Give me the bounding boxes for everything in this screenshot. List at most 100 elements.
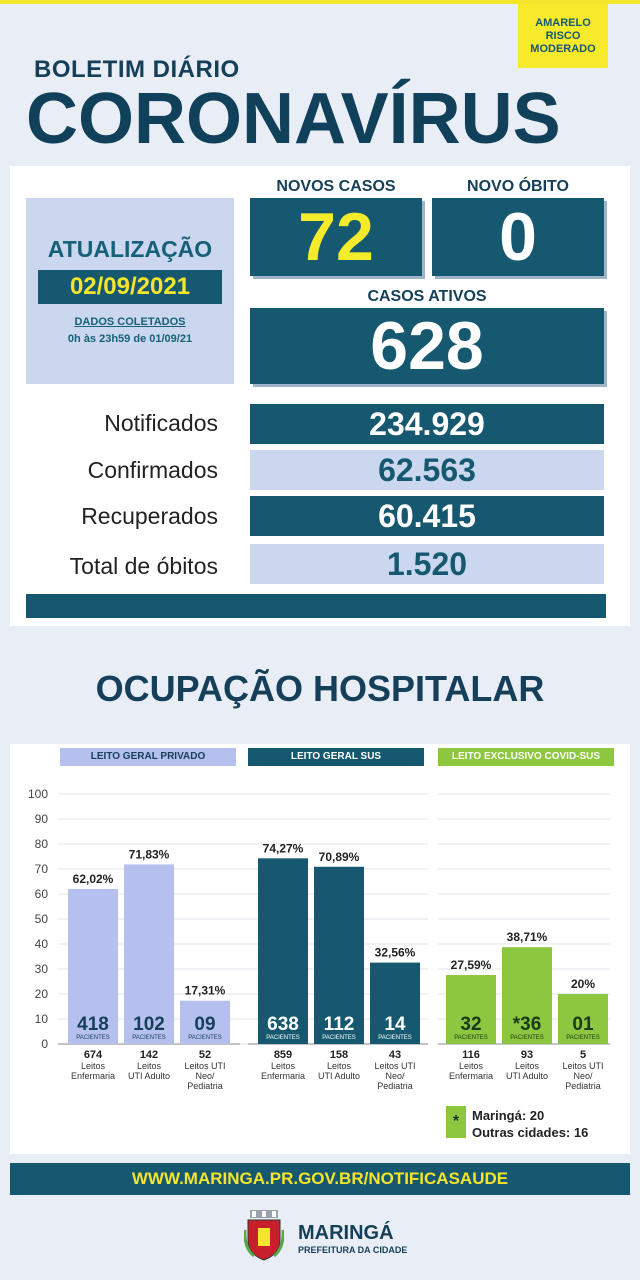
bar-category-label: Leitos UTI [374,1061,415,1071]
bar-category-label: Neo/ [385,1071,405,1081]
bar-percent-label: 71,83% [129,847,170,861]
bar-category-label: Neo/ [573,1071,593,1081]
bar-category-label: Leitos UTI [562,1061,603,1071]
bar-category-label: Enfermaria [449,1071,493,1081]
risk-level-badge: AMARELO RISCO MODERADO [518,4,608,68]
group-header-private: LEITO GERAL PRIVADO [60,748,236,766]
risk-line-1: AMARELO [535,16,591,29]
legend-text: Maringá: 20 Outras cidades: 16 [472,1107,588,1141]
y-tick-label: 90 [35,812,49,826]
bar-patients-value: 01 [572,1014,594,1035]
bar-beds-total: 142 [140,1049,158,1061]
bar [370,962,420,1044]
bar [258,858,308,1044]
bar-beds-total: 52 [199,1049,211,1061]
y-tick-label: 40 [35,937,49,951]
bar-patients-unit: PACIENTES [322,1035,356,1041]
bar [446,975,496,1044]
bar-beds-total: 116 [462,1049,480,1061]
bar-beds-total: 5 [580,1049,586,1061]
bar-category-label: UTI Adulto [506,1071,548,1081]
bar-patients-unit: PACIENTES [566,1035,600,1041]
asterisk-legend-icon: * [446,1106,466,1138]
bar-beds-total: 674 [84,1049,103,1061]
occupancy-title: OCUPAÇÃO HOSPITALAR [95,668,545,709]
bar [68,888,118,1044]
bar-patients-value: 32 [460,1014,481,1035]
update-date: 02/09/2021 [38,270,222,304]
total-deaths-label: Total de óbitos [69,553,218,579]
bar-category-label: Enfermaria [261,1071,305,1081]
recovered-value: 60.415 [250,496,604,536]
bar-patients-value: 09 [194,1014,215,1035]
bar-category-label: Leitos [81,1061,106,1071]
bar-category-label: Pediatria [377,1081,413,1091]
city-name: MARINGÁ [298,1222,394,1244]
new-death-value: 0 [432,198,604,276]
new-cases-label: NOVOS CASOS [276,178,396,195]
bar-patients-value: 112 [324,1014,355,1035]
notification-url-link[interactable]: WWW.MARINGA.PR.GOV.BR/NOTIFICASAUDE [10,1163,630,1195]
y-tick-label: 70 [35,862,49,876]
bar [180,1000,230,1044]
bar-patients-value: 638 [267,1014,299,1035]
data-collected-range: 0h às 23h59 de 01/09/21 [67,333,193,345]
bar-percent-label: 20% [571,977,595,991]
update-title: ATUALIZAÇÃO [47,236,213,262]
bar-percent-label: 27,59% [451,958,492,972]
bar-patients-value: *36 [513,1014,542,1035]
notified-label: Notificados [104,410,218,436]
bar [124,864,174,1044]
city-hall-label: PREFEITURA DA CIDADE [298,1245,408,1255]
bar-category-label: Leitos UTI [184,1061,225,1071]
bar-category-label: Enfermaria [71,1071,115,1081]
y-tick-label: 80 [35,837,49,851]
y-tick-label: 0 [41,1037,48,1051]
y-tick-label: 20 [35,987,49,1001]
y-tick-label: 10 [35,1012,49,1026]
top-accent-bar [0,0,640,4]
confirmed-label: Confirmados [87,457,218,483]
bar-patients-unit: PACIENTES [188,1035,222,1041]
bar-patients-unit: PACIENTES [132,1035,166,1041]
bulletin-subtitle: BOLETIM DIÁRIO [34,56,240,83]
bar [502,947,552,1044]
bar [314,866,364,1044]
bar-percent-label: 17,31% [185,984,226,998]
bar-category-label: Leitos [137,1061,162,1071]
risk-line-2: RISCO [545,29,581,42]
total-deaths-value: 1.520 [250,544,604,584]
bar-patients-unit: PACIENTES [266,1035,300,1041]
bar-category-label: Neo/ [195,1071,215,1081]
bar-beds-total: 43 [389,1049,401,1061]
bar-percent-label: 70,89% [319,850,360,864]
y-tick-label: 50 [35,912,49,926]
bar-category-label: Leitos [515,1061,540,1071]
summary-footer-bar [26,594,606,618]
active-cases-label: CASOS ATIVOS [367,288,487,305]
data-collected-label: DADOS COLETADOS [74,316,186,328]
bar-patients-unit: PACIENTES [454,1035,488,1041]
bar-patients-unit: PACIENTES [76,1035,110,1041]
risk-line-3: MODERADO [530,42,596,55]
bar-percent-label: 62,02% [73,872,114,886]
y-tick-label: 100 [28,787,48,801]
bar-percent-label: 38,71% [507,930,548,944]
recovered-label: Recuperados [81,503,218,529]
new-cases-value: 72 [250,198,422,276]
legend-other-cities: Outras cidades: 16 [472,1125,589,1140]
bar-patients-unit: PACIENTES [510,1035,544,1041]
group-header-sus: LEITO GERAL SUS [248,748,424,766]
city-coat-of-arms-icon [244,1210,284,1261]
bar-patients-value: 14 [384,1014,406,1035]
bar-beds-total: 859 [274,1049,292,1061]
group-header-covid-sus: LEITO EXCLUSIVO COVID-SUS [438,748,614,766]
bar-beds-total: 158 [330,1049,348,1061]
bar-category-label: UTI Adulto [128,1071,170,1081]
confirmed-value: 62.563 [250,450,604,490]
bar-patients-unit: PACIENTES [378,1035,412,1041]
bar-category-label: Leitos [459,1061,484,1071]
y-tick-label: 30 [35,962,49,976]
bar-category-label: Pediatria [187,1081,223,1091]
bar [558,994,608,1044]
